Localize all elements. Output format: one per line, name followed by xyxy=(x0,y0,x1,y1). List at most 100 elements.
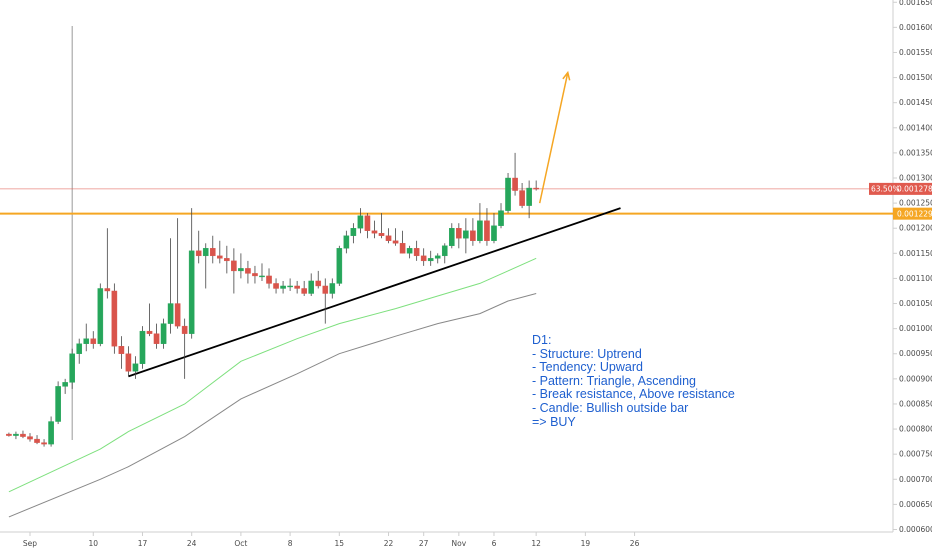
y-tick-label: 0.00165000 xyxy=(899,0,932,7)
x-tick-label: 8 xyxy=(288,539,293,548)
current-percent-label: 63.50% xyxy=(871,184,900,193)
y-tick-label: 0.00085000 xyxy=(899,399,932,408)
x-tick-label: 27 xyxy=(419,539,429,548)
y-tick-label: 0.00150000 xyxy=(899,73,932,82)
candle-body xyxy=(69,353,75,383)
candle-body xyxy=(160,323,167,344)
x-tick-label: Oct xyxy=(234,539,247,548)
x-tick-label: 6 xyxy=(492,539,497,548)
candle-body xyxy=(427,258,434,262)
candle-body xyxy=(34,438,40,443)
candle-body xyxy=(470,230,476,241)
candle-body xyxy=(463,230,469,239)
candle-body xyxy=(266,275,272,284)
candle-body xyxy=(280,285,286,289)
candle-body xyxy=(364,215,371,231)
moving-average-line xyxy=(8,257,537,493)
candle-body xyxy=(413,248,420,257)
annotation-line: - Break resistance, Above resistance xyxy=(532,387,735,402)
candle-body xyxy=(526,187,532,206)
candle-body xyxy=(533,187,539,190)
candle-body xyxy=(118,346,125,354)
candle-body xyxy=(83,338,90,344)
x-tick-label: 24 xyxy=(187,539,197,548)
candle-body xyxy=(224,258,230,262)
candle-body xyxy=(512,177,518,191)
x-tick-label: Sep xyxy=(23,539,37,548)
candle-body xyxy=(209,248,216,257)
candle-body xyxy=(167,303,174,324)
analysis-annotation: D1: - Structure: Uptrend - Tendency: Upw… xyxy=(532,333,735,429)
candle-body xyxy=(62,382,68,387)
candle-body xyxy=(153,333,160,344)
candle-body xyxy=(434,255,441,259)
y-tick-label: 0.00125000 xyxy=(899,199,932,208)
candle-body xyxy=(195,250,202,257)
projection-arrow xyxy=(538,72,569,204)
y-tick-label: 0.00135000 xyxy=(899,148,932,157)
candle-body xyxy=(111,290,118,347)
y-tick-label: 0.00145000 xyxy=(899,98,932,107)
x-tick-label: 17 xyxy=(138,539,148,548)
y-tick-label: 0.00095000 xyxy=(899,349,932,358)
resistance-price-tag xyxy=(893,207,932,220)
candle-body xyxy=(357,215,364,229)
x-tick-label: 26 xyxy=(630,539,640,548)
y-tick-label: 0.00105000 xyxy=(899,299,932,308)
resistance-price-label: 0.00122900 xyxy=(897,209,932,218)
y-tick-label: 0.00075000 xyxy=(899,450,932,459)
candle-body xyxy=(245,268,251,274)
candle-body xyxy=(259,275,265,278)
candle-body xyxy=(322,285,329,294)
candle-body xyxy=(238,268,244,272)
candle-body xyxy=(20,433,26,437)
candle-body xyxy=(104,288,111,292)
candle-body xyxy=(308,280,315,294)
candle-body xyxy=(287,285,293,288)
annotation-line: - Tendency: Upward xyxy=(532,360,643,375)
candle-body xyxy=(294,285,300,289)
candle-body xyxy=(6,433,12,436)
x-tick-label: 15 xyxy=(335,539,345,548)
candle-body xyxy=(343,235,350,249)
candle-body xyxy=(350,228,357,236)
y-tick-label: 0.00070000 xyxy=(899,475,932,484)
y-tick-label: 0.00100000 xyxy=(899,324,932,333)
current-price-label: 0.00127834 xyxy=(897,184,932,193)
x-tick-label: 22 xyxy=(384,539,394,548)
candle-body xyxy=(97,288,104,344)
candle-body xyxy=(231,260,237,272)
candle-body xyxy=(329,283,336,294)
y-tick-label: 0.00155000 xyxy=(899,48,932,57)
candle-body xyxy=(301,288,307,294)
y-tick-label: 0.00130000 xyxy=(899,174,932,183)
x-tick-label: 12 xyxy=(531,539,541,548)
y-tick-label: 0.00140000 xyxy=(899,123,932,132)
candle-body xyxy=(378,233,385,236)
trendline xyxy=(128,207,621,378)
candle-body xyxy=(27,436,33,440)
candle-body xyxy=(519,190,525,206)
candle-body xyxy=(392,240,399,244)
candle-body xyxy=(217,255,223,259)
arrow-head xyxy=(562,70,571,81)
candle-body xyxy=(371,230,378,234)
candle-body xyxy=(181,325,188,334)
candle-body xyxy=(76,343,83,354)
x-tick-label: 10 xyxy=(88,539,98,548)
y-tick-label: 0.00080000 xyxy=(899,425,932,434)
candle-body xyxy=(146,330,153,334)
candle-body xyxy=(174,303,181,327)
candle-body xyxy=(41,442,47,445)
candle-body xyxy=(13,433,19,436)
candle-body xyxy=(441,245,448,257)
candle-body xyxy=(48,421,54,445)
annotation-line: => BUY xyxy=(532,414,576,429)
y-tick-label: 0.00160000 xyxy=(899,23,932,32)
candle-body xyxy=(188,250,195,334)
current-price-tag xyxy=(869,182,932,195)
candle-body xyxy=(477,220,483,241)
y-tick-label: 0.00065000 xyxy=(899,500,932,509)
annotation-line: - Structure: Uptrend xyxy=(532,346,642,361)
